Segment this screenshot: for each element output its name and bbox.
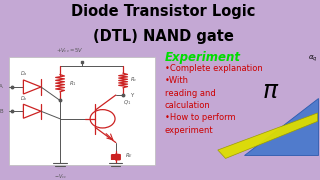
Text: •How to perform: •How to perform [165,113,235,122]
Text: •Complete explanation: •Complete explanation [165,64,262,73]
Text: calculation: calculation [165,101,211,110]
Text: $+V_{cc}=5V$: $+V_{cc}=5V$ [56,46,84,55]
Text: Diode Transistor Logic: Diode Transistor Logic [71,4,255,19]
Text: experiment: experiment [165,126,213,135]
Text: (DTL) NAND gate: (DTL) NAND gate [93,30,234,44]
Text: $\alpha_q$: $\alpha_q$ [308,54,318,64]
Text: $R_1$: $R_1$ [69,79,76,88]
Text: $D_b$: $D_b$ [20,94,27,103]
Text: $Q_1$: $Q_1$ [123,98,131,107]
Text: $R_c$: $R_c$ [131,76,138,84]
Polygon shape [244,98,317,155]
Text: $\pi$: $\pi$ [262,79,279,103]
Text: $D_a$: $D_a$ [20,69,27,78]
Text: reading and: reading and [165,89,215,98]
Text: Experiment: Experiment [165,51,241,64]
Text: A: A [0,84,3,89]
Text: B: B [0,109,3,114]
Polygon shape [218,113,317,158]
Text: •With: •With [165,76,189,85]
Text: $-V_{cc}$: $-V_{cc}$ [53,172,67,180]
Text: Y: Y [131,93,134,98]
Text: $R_E$: $R_E$ [124,151,132,160]
FancyBboxPatch shape [9,57,156,165]
